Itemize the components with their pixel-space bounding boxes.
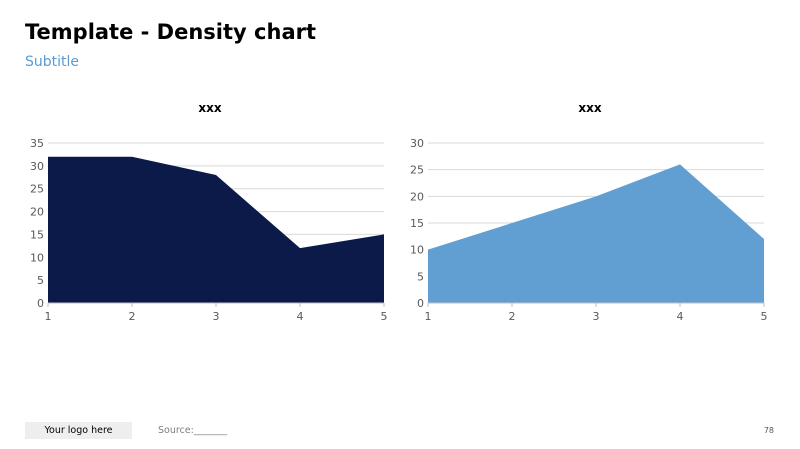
chart-2: xxx 0 5 10 15 20 25 30 1 2 3 4 5 xyxy=(410,101,768,323)
chart-title: xxx xyxy=(198,101,221,115)
x-tick-label: 4 xyxy=(677,310,684,323)
y-tick-label: 20 xyxy=(30,206,44,219)
x-tick-label: 1 xyxy=(45,310,52,323)
y-tick-label: 15 xyxy=(30,228,44,241)
y-tick-label: 10 xyxy=(30,251,44,264)
x-tick-label: 2 xyxy=(509,310,516,323)
y-tick-label: 5 xyxy=(37,274,44,287)
y-tick-label: 25 xyxy=(30,183,44,196)
y-tick-label: 15 xyxy=(410,217,424,230)
x-tick-label: 3 xyxy=(213,310,220,323)
page-subtitle: Subtitle xyxy=(25,54,80,70)
y-tick-label: 10 xyxy=(410,244,424,257)
y-tick-label: 25 xyxy=(410,164,424,177)
logo-placeholder: Your logo here xyxy=(25,422,132,439)
x-tick-label: 3 xyxy=(593,310,600,323)
chart-title: xxx xyxy=(578,101,601,115)
x-tick-label: 2 xyxy=(129,310,136,323)
y-tick-label: 5 xyxy=(417,270,424,283)
area-series xyxy=(428,164,764,303)
y-tick-label: 30 xyxy=(410,137,424,150)
area-series xyxy=(48,156,384,303)
page-number: 78 xyxy=(763,426,774,435)
y-tick-label: 0 xyxy=(417,297,424,310)
source-note: Source:_______ xyxy=(158,425,228,436)
chart-1: xxx 0 5 10 15 20 25 30 35 1 2 3 4 5 xyxy=(30,101,388,323)
y-tick-label: 35 xyxy=(30,137,44,150)
y-tick-label: 0 xyxy=(37,297,44,310)
x-tick-label: 1 xyxy=(425,310,432,323)
x-tick-label: 5 xyxy=(761,310,768,323)
page-title: Template - Density chart xyxy=(25,20,317,44)
y-tick-label: 20 xyxy=(410,190,424,203)
x-tick-label: 5 xyxy=(381,310,388,323)
y-tick-label: 30 xyxy=(30,160,44,173)
x-tick-label: 4 xyxy=(297,310,304,323)
